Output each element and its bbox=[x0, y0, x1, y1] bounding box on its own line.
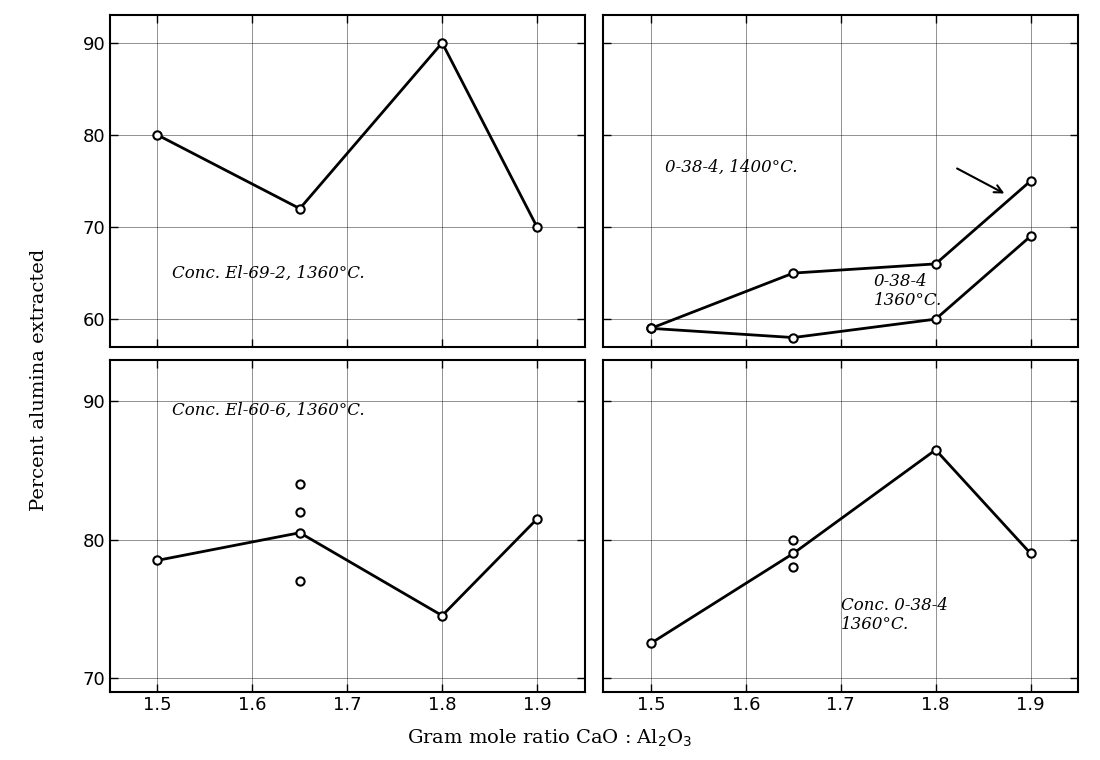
Point bbox=[292, 506, 309, 518]
Text: 0-38-4
1360°C.: 0-38-4 1360°C. bbox=[874, 273, 943, 309]
Point bbox=[292, 478, 309, 490]
Point bbox=[784, 373, 802, 385]
Text: Conc. 0-38-4
1360°C.: Conc. 0-38-4 1360°C. bbox=[840, 597, 948, 633]
Text: 0-38-4, 1400°C.: 0-38-4, 1400°C. bbox=[666, 159, 798, 176]
Text: Percent alumina extracted: Percent alumina extracted bbox=[30, 249, 47, 511]
Text: Gram mole ratio CaO : Al$_2$O$_3$: Gram mole ratio CaO : Al$_2$O$_3$ bbox=[407, 727, 693, 749]
Point bbox=[784, 561, 802, 573]
Point bbox=[784, 359, 802, 372]
Text: Conc. El-60-6, 1360°C.: Conc. El-60-6, 1360°C. bbox=[172, 402, 364, 420]
Point bbox=[292, 575, 309, 587]
Point bbox=[784, 534, 802, 546]
Text: Conc. El-69-2, 1360°C.: Conc. El-69-2, 1360°C. bbox=[172, 264, 364, 282]
